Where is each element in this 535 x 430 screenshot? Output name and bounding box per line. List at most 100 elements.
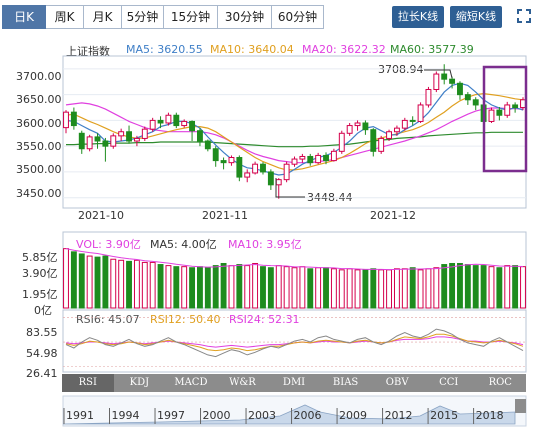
tab-dmi[interactable]: DMI bbox=[282, 377, 306, 388]
volume-bar bbox=[449, 262, 456, 309]
volume-bar bbox=[110, 258, 117, 309]
ma20-line bbox=[65, 102, 524, 164]
candle-body bbox=[244, 172, 251, 178]
tab-daily-k[interactable]: 日K bbox=[2, 5, 46, 29]
volume-bar bbox=[94, 256, 101, 309]
volume-bar bbox=[102, 255, 109, 309]
timeline-history-area bbox=[62, 404, 516, 425]
volume-bar bbox=[393, 268, 400, 309]
candle-body bbox=[133, 137, 140, 142]
volume-bar bbox=[330, 268, 337, 309]
candle-body bbox=[110, 135, 117, 147]
timeline-handle[interactable] bbox=[515, 399, 526, 413]
candle-body bbox=[370, 129, 377, 152]
volume-bar bbox=[378, 269, 385, 309]
candle-body bbox=[63, 111, 69, 129]
stretch-kline-button[interactable]: 拉长K线 bbox=[392, 6, 444, 28]
candle-body bbox=[362, 122, 369, 131]
candle bbox=[260, 162, 266, 175]
candle bbox=[409, 116, 416, 126]
tab-weekly-k[interactable]: 周K bbox=[46, 5, 84, 29]
candle-body bbox=[236, 157, 243, 178]
high-annotation: 3708.94 bbox=[378, 63, 424, 76]
candle-body bbox=[141, 128, 148, 139]
volume-bar bbox=[480, 265, 487, 309]
tab-5min[interactable]: 5分钟 bbox=[122, 5, 164, 29]
candle bbox=[433, 71, 440, 93]
volume-bar bbox=[299, 266, 306, 309]
ma60-line bbox=[66, 131, 523, 148]
candle-body bbox=[94, 136, 101, 142]
candle bbox=[165, 112, 172, 126]
volume-bar bbox=[488, 266, 495, 309]
candle bbox=[464, 92, 471, 105]
tab-monthly-k[interactable]: 月K bbox=[84, 5, 122, 29]
rsi24-legend: RSI24: 52.31 bbox=[229, 313, 300, 326]
candle-body bbox=[70, 111, 77, 127]
timeline-year-label: 2012 bbox=[384, 409, 413, 422]
volume-bar bbox=[204, 267, 211, 309]
tab-15min[interactable]: 15分钟 bbox=[164, 5, 218, 29]
ma10-legend: MA10: 3640.04 bbox=[210, 43, 294, 56]
candle bbox=[267, 169, 274, 190]
tab-60min[interactable]: 60分钟 bbox=[272, 5, 324, 29]
candle bbox=[354, 120, 361, 131]
tab-roc[interactable]: ROC bbox=[488, 377, 512, 388]
candle bbox=[86, 134, 93, 152]
tab-rsi[interactable]: RSI bbox=[62, 374, 114, 392]
timeline-year-label: 2015 bbox=[430, 409, 459, 422]
highlight-box bbox=[482, 65, 528, 173]
vol-legend: VOL: 3.90亿 bbox=[76, 238, 141, 251]
timeline-year-label: 2018 bbox=[475, 409, 504, 422]
candle bbox=[393, 125, 400, 136]
candle bbox=[472, 97, 479, 111]
high-annotation-leader bbox=[424, 69, 453, 79]
tab-kdj[interactable]: KDJ bbox=[129, 377, 150, 388]
timeline-year-label: 1991 bbox=[66, 409, 94, 422]
volume-bar bbox=[417, 269, 424, 309]
volume-tick-label: 0亿 bbox=[34, 304, 52, 317]
tab-bias[interactable]: BIAS bbox=[332, 377, 359, 388]
candle-body bbox=[252, 163, 259, 174]
candle-body bbox=[425, 88, 432, 106]
candle bbox=[504, 101, 511, 118]
candle-body bbox=[275, 179, 282, 186]
fullscreen-icon[interactable] bbox=[515, 7, 533, 25]
candle-body bbox=[472, 99, 479, 106]
date-tick-label: 2021-11 bbox=[202, 209, 248, 222]
candle-body bbox=[197, 130, 203, 142]
candle bbox=[425, 86, 432, 108]
rsi6-line bbox=[65, 328, 524, 358]
volume-bar bbox=[244, 265, 251, 309]
candle bbox=[417, 102, 424, 123]
candle-body bbox=[520, 99, 526, 109]
volume-bar bbox=[425, 268, 432, 309]
candle bbox=[141, 126, 148, 142]
candle bbox=[330, 148, 337, 162]
tab-wr[interactable]: W&R bbox=[229, 377, 256, 388]
candle bbox=[94, 133, 101, 149]
price-tick-label: 3700.00 bbox=[16, 70, 62, 83]
candle-body bbox=[86, 136, 93, 150]
volume-tick-label: 1.95亿 bbox=[22, 288, 58, 301]
volume-bar bbox=[63, 248, 69, 309]
candle-body bbox=[449, 78, 456, 84]
candle-body bbox=[204, 140, 211, 150]
candle-body bbox=[338, 132, 345, 152]
candle-body bbox=[78, 132, 85, 150]
candle bbox=[386, 129, 392, 142]
volume-bar bbox=[260, 266, 266, 309]
tab-cci[interactable]: CCI bbox=[439, 377, 459, 388]
vol-ma10-legend: MA10: 3.95亿 bbox=[228, 238, 302, 251]
candle bbox=[212, 146, 219, 167]
candle bbox=[307, 153, 314, 166]
tab-30min[interactable]: 30分钟 bbox=[218, 5, 272, 29]
shrink-kline-button[interactable]: 缩短K线 bbox=[450, 6, 502, 28]
candle bbox=[70, 107, 77, 130]
tab-obv[interactable]: OBV bbox=[385, 377, 409, 388]
tab-macd[interactable]: MACD bbox=[174, 377, 208, 388]
candle bbox=[173, 112, 180, 129]
volume-bar bbox=[338, 269, 345, 309]
volume-bar bbox=[496, 267, 503, 309]
